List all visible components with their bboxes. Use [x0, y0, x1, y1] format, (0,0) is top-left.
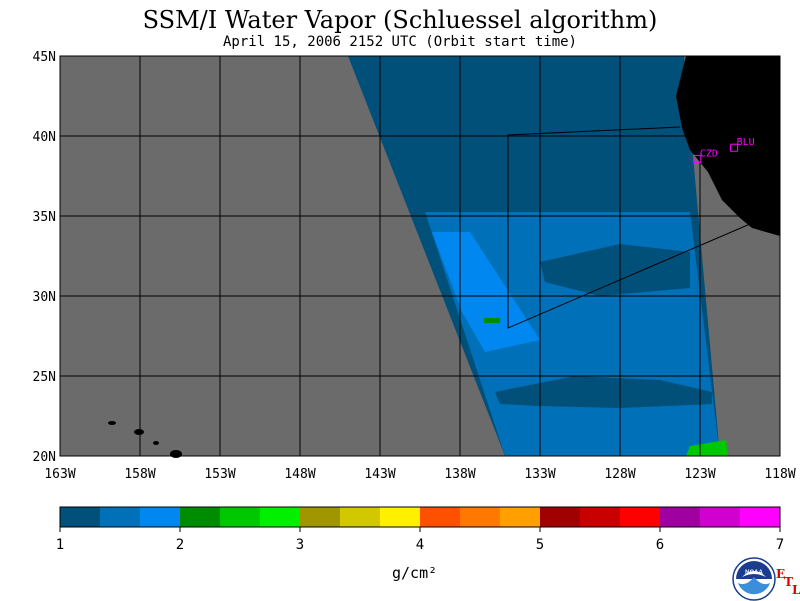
colorbar-segment [180, 507, 221, 527]
lon-tick-label: 133W [524, 467, 555, 482]
etl-letter-l: L [792, 583, 800, 597]
chart-title: SSM/I Water Vapor (Schluessel algorithm) [142, 6, 658, 34]
lat-tick-label: 25N [33, 370, 56, 385]
colorbar-tick-label: 4 [416, 537, 424, 553]
site-label: BLU [737, 137, 755, 148]
colorbar-tick-label: 6 [656, 537, 664, 553]
dry-band [540, 244, 690, 296]
colorbar-segment [260, 507, 301, 527]
axis-labels: 45N 40N 35N 30N 25N 20N 163W 158W 153W 148W 143W 13… [33, 50, 796, 482]
observation-sites: CZD BLU [693, 137, 755, 163]
lon-tick-label: 163W [44, 467, 75, 482]
colorbar-segment [580, 507, 621, 527]
west-coast-land [676, 56, 780, 236]
sector-outline [507, 126, 751, 329]
lon-tick-label: 143W [364, 467, 395, 482]
island [170, 450, 182, 458]
etl-letter-t: T [784, 575, 793, 589]
map-frame [59, 55, 781, 457]
colorbar-segment [100, 507, 141, 527]
colorbar-segment [500, 507, 541, 527]
lat-tick-label: 35N [33, 210, 56, 225]
colorbar-tick-label: 2 [176, 537, 184, 553]
colorbar-segment [420, 507, 461, 527]
site-marker [693, 154, 702, 163]
colorbar-tick-label: 5 [536, 537, 544, 553]
grid-lines [59, 55, 781, 457]
map-layer [60, 56, 780, 458]
colorbar-segment [220, 507, 261, 527]
colorbar-segment [380, 507, 421, 527]
moist-cell [484, 318, 500, 323]
colorbar: 1 2 3 4 5 6 7 [56, 506, 784, 553]
colorbar-segment [660, 507, 701, 527]
colorbar-segment [700, 507, 741, 527]
island [108, 421, 116, 425]
colorbar-segment [540, 507, 581, 527]
noaa-logo-icon: NOAA [732, 557, 776, 601]
colorbar-tick-label: 1 [56, 537, 64, 553]
site-marker [730, 143, 739, 152]
colorbar-segment [460, 507, 501, 527]
lon-tick-label: 148W [284, 467, 315, 482]
colorbar-segment [340, 507, 381, 527]
colorbar-segment [300, 507, 341, 527]
etl-letter-e: E [776, 567, 786, 581]
lon-tick-label: 138W [444, 467, 475, 482]
lat-tick-label: 20N [33, 450, 56, 465]
island [153, 441, 159, 445]
colorbar-units: g/cm² [392, 564, 438, 582]
lat-tick-label: 30N [33, 290, 56, 305]
colorbar-segment [140, 507, 181, 527]
moist-patch [686, 440, 728, 456]
lon-tick-label: 123W [684, 467, 715, 482]
island [134, 429, 144, 435]
lat-tick-label: 45N [33, 50, 56, 65]
high-vapor-patch [432, 232, 540, 352]
lon-tick-label: 118W [764, 467, 795, 482]
lon-tick-label: 158W [124, 467, 155, 482]
colorbar-segment [60, 507, 101, 527]
lat-tick-label: 40N [33, 130, 56, 145]
lon-tick-label: 128W [604, 467, 635, 482]
site-label: CZD [700, 148, 718, 159]
svg-text:NOAA: NOAA [745, 570, 763, 576]
lon-tick-label: 153W [204, 467, 235, 482]
chart-subtitle: April 15, 2006 2152 UTC (Orbit start tim… [222, 34, 577, 50]
colorbar-segment [620, 507, 661, 527]
dry-band-south [495, 376, 712, 408]
colorbar-segment [740, 507, 781, 527]
colorbar-tick-label: 7 [776, 537, 784, 553]
colorbar-tick-label: 3 [296, 537, 304, 553]
